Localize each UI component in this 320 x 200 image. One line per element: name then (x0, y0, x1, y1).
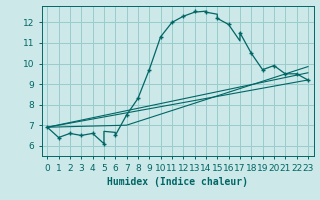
X-axis label: Humidex (Indice chaleur): Humidex (Indice chaleur) (107, 177, 248, 187)
